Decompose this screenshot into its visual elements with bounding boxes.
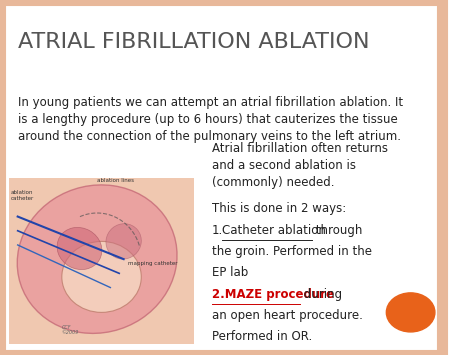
Text: mapping catheter: mapping catheter <box>128 261 178 266</box>
Text: Performed in OR.: Performed in OR. <box>212 330 312 343</box>
Circle shape <box>386 293 435 332</box>
Text: In young patients we can attempt an atrial fibrillation ablation. It
is a length: In young patients we can attempt an atri… <box>18 96 403 143</box>
Text: EP lab: EP lab <box>212 266 248 279</box>
Text: Atrial fibrillation often returns
and a second ablation is
(commonly) needed.: Atrial fibrillation often returns and a … <box>212 142 388 189</box>
Text: 1.: 1. <box>212 224 223 237</box>
Ellipse shape <box>106 224 141 259</box>
Text: ablation
catheter: ablation catheter <box>11 190 34 201</box>
Text: the groin. Performed in the: the groin. Performed in the <box>212 245 372 258</box>
Text: ATRIAL FIBRILLATION ABLATION: ATRIAL FIBRILLATION ABLATION <box>18 32 369 52</box>
Text: ablation lines: ablation lines <box>97 178 134 182</box>
Ellipse shape <box>17 185 177 333</box>
Text: during: during <box>300 288 342 301</box>
Text: 2.MAZE procedure: 2.MAZE procedure <box>212 288 334 301</box>
Text: CCF
©2009: CCF ©2009 <box>62 325 79 335</box>
Text: Catheter ablation: Catheter ablation <box>222 224 326 237</box>
Ellipse shape <box>57 228 102 269</box>
FancyBboxPatch shape <box>9 178 194 344</box>
Text: This is done in 2 ways:: This is done in 2 ways: <box>212 202 346 215</box>
Text: an open heart procedure.: an open heart procedure. <box>212 309 363 322</box>
Text: through: through <box>312 224 363 237</box>
Ellipse shape <box>62 241 141 312</box>
